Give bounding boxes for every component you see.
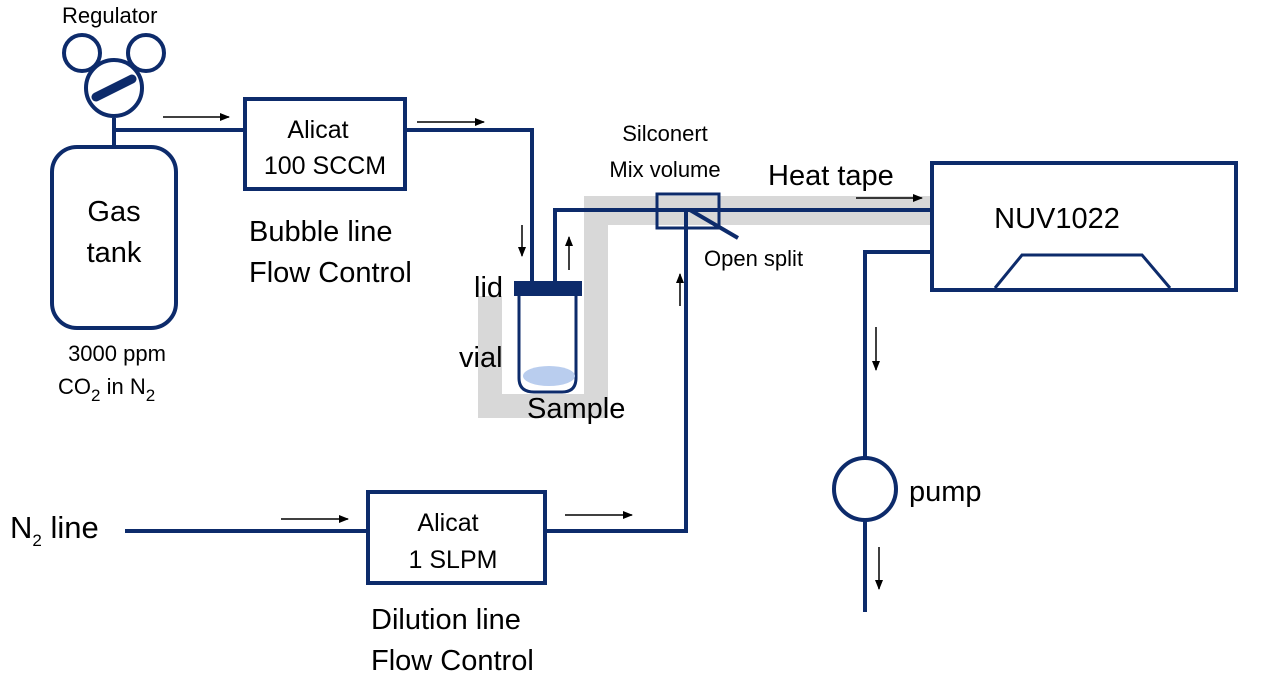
bubble-controller-name: Alicat — [287, 116, 348, 144]
gas-tank-label-line2: tank — [87, 237, 142, 269]
detector-cell-icon — [993, 253, 1172, 289]
dilution-controller-caption-line1: Dilution line — [371, 604, 521, 636]
mix-volume-label-line2: Mix volume — [609, 157, 720, 182]
pump-icon — [832, 456, 898, 522]
sample-liquid — [523, 366, 575, 386]
bubble-controller-caption-line1: Bubble line — [249, 216, 393, 248]
dilution-flow-controller — [366, 490, 547, 585]
bubble-controller-rating: 100 SCCM — [264, 152, 386, 180]
vial-lid-label: lid — [474, 272, 503, 304]
open-split-label: Open split — [704, 246, 803, 271]
mix-volume-label-line1: Silconert — [622, 121, 708, 146]
dilution-controller-caption-line2: Flow Control — [371, 645, 534, 677]
dilution-controller-rating: 1 SLPM — [409, 546, 498, 574]
gas-tank-label-line1: Gas — [87, 196, 140, 228]
regulator-label: Regulator — [62, 3, 157, 28]
vial-lid — [514, 281, 582, 296]
heat-tape-label: Heat tape — [768, 160, 894, 192]
bubble-to-vial-line — [405, 128, 534, 288]
bubble-controller-caption-line2: Flow Control — [249, 257, 412, 289]
instrument-to-pump-line — [863, 250, 932, 458]
gas-tank-concentration-line1: 3000 ppm — [68, 341, 166, 366]
open-split-line — [688, 208, 740, 240]
dilution-to-mix-line — [545, 210, 688, 533]
flow-arrows — [163, 113, 923, 590]
instrument-box — [930, 161, 1238, 292]
dilution-controller-name: Alicat — [417, 509, 478, 537]
n2-line-label: N2 line — [10, 510, 99, 550]
regulator-gauge-icon — [62, 33, 166, 118]
gas-tank-concentration-line2: CO2 in N2 — [58, 374, 155, 405]
mix-volume — [655, 192, 721, 230]
vial-label: vial — [459, 342, 503, 374]
gas-tank — [50, 145, 178, 330]
bubble-flow-controller — [243, 97, 407, 191]
instrument-label: NUV1022 — [994, 203, 1120, 235]
sample-label: Sample — [527, 393, 625, 425]
pump-label: pump — [909, 476, 982, 508]
